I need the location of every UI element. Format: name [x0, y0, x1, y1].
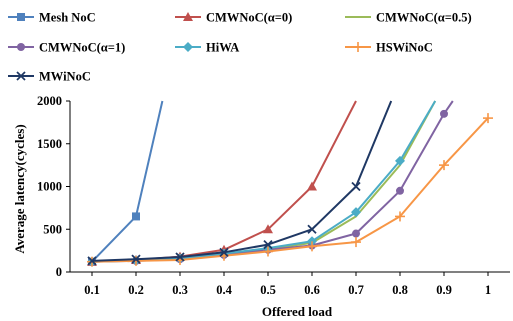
data-point — [219, 247, 229, 257]
x-axis-title: Offered load — [262, 304, 333, 319]
marker-stroke — [263, 240, 273, 250]
legend-item-1: CMWNoC(α=0) — [175, 11, 292, 25]
series-0 — [88, 100, 164, 266]
x-tick-label: 0.7 — [348, 283, 364, 297]
legend-label: HSWiNoC — [376, 41, 433, 55]
data-point — [396, 186, 404, 195]
x-tick-label: 0.3 — [172, 283, 188, 297]
y-axis-title: Average latency(cycles) — [12, 124, 27, 253]
x-tick-label: 0.9 — [436, 283, 452, 297]
data-point — [307, 181, 317, 191]
axes: 0 500 1000 1500 2000 0.1 0.2 0.3 0.4 0.5 0.6 0.7 0.8… — [37, 94, 510, 297]
legend-label: CMWNoC(α=1) — [39, 41, 125, 55]
legend-label: MWiNoC — [39, 70, 91, 84]
data-point — [307, 224, 317, 234]
marker-stroke — [307, 224, 317, 234]
legend-item-4: HiWA — [175, 41, 239, 55]
legend-label: Mesh NoC — [39, 11, 96, 25]
legend-item-0: Mesh NoC — [8, 11, 96, 25]
legend-item-5: HSWiNoC — [345, 41, 433, 55]
series-group — [87, 100, 493, 267]
data-point — [263, 246, 273, 257]
marker-stroke — [175, 252, 185, 262]
legend-label: HiWA — [206, 41, 239, 55]
marker-stroke — [16, 71, 26, 81]
y-tick-label: 1500 — [37, 137, 62, 151]
y-tick-label: 1000 — [37, 180, 62, 194]
x-tick-label: 0.8 — [392, 283, 408, 297]
series-line — [91, 100, 454, 263]
legend: Mesh NoC CMWNoC(α=0) CMWNoC(α=0.5) CMWNoC(α… — [8, 11, 472, 84]
legend-marker — [353, 42, 363, 52]
y-tick-label: 0 — [56, 265, 62, 279]
marker-stroke — [219, 247, 229, 257]
data-point — [440, 109, 448, 118]
data-point — [131, 255, 141, 266]
x-tick-label: 0.1 — [84, 283, 100, 297]
data-point — [263, 224, 273, 234]
legend-label: CMWNoC(α=0) — [206, 11, 292, 25]
data-point — [131, 254, 141, 264]
legend-marker — [183, 12, 193, 21]
legend-item-6: MWiNoC — [8, 70, 91, 84]
y-tick-label: 2000 — [37, 94, 62, 108]
legend-marker — [183, 42, 193, 52]
data-point — [307, 236, 317, 247]
x-tick-label: 0.6 — [304, 283, 320, 297]
x-tick-label: 0.5 — [260, 283, 276, 297]
x-tick-label: 0.4 — [216, 283, 232, 297]
data-point — [352, 229, 360, 238]
data-point — [351, 237, 361, 248]
series-line — [91, 100, 164, 263]
data-point — [87, 256, 97, 266]
legend-item-3: CMWNoC(α=1) — [8, 41, 125, 55]
x-tick-label: 1 — [485, 283, 491, 297]
data-point — [395, 211, 405, 222]
data-point — [351, 207, 361, 218]
data-point — [132, 212, 140, 221]
data-point — [351, 181, 361, 192]
marker-stroke — [87, 256, 97, 266]
y-tick-label: 500 — [43, 222, 62, 236]
data-point — [263, 240, 273, 250]
marker-stroke — [131, 254, 141, 264]
x-tick-label: 0.2 — [128, 283, 144, 297]
legend-item-2: CMWNoC(α=0.5) — [345, 11, 472, 25]
legend-marker — [17, 43, 25, 51]
data-point — [439, 160, 449, 171]
data-point — [175, 252, 185, 262]
series-line — [91, 117, 489, 263]
series-line — [91, 100, 393, 262]
legend-marker — [17, 13, 25, 21]
legend-label: CMWNoC(α=0.5) — [376, 11, 472, 25]
marker-stroke — [351, 181, 361, 192]
data-point — [307, 241, 317, 252]
data-point — [395, 155, 405, 166]
series-6 — [87, 100, 393, 266]
data-point — [483, 113, 493, 124]
legend-marker — [16, 71, 26, 81]
